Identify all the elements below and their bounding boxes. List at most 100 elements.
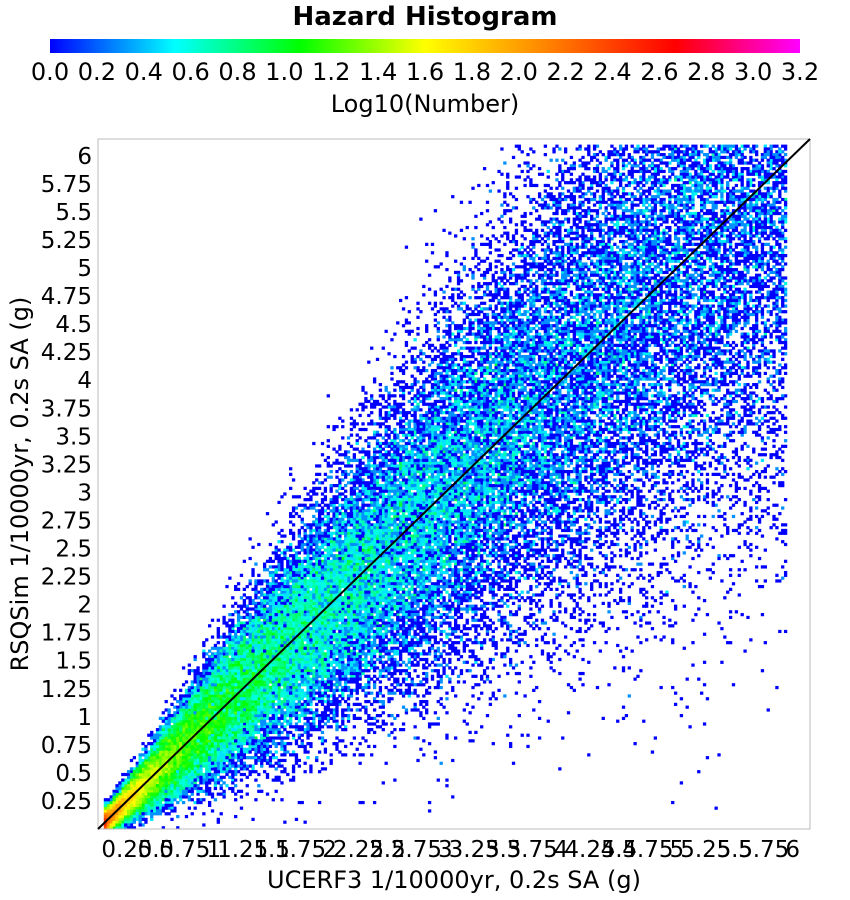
density-cell [239,666,244,670]
density-cell [604,584,608,589]
density-cell [595,346,600,350]
density-cell [286,671,290,676]
density-cell [422,461,426,465]
density-cell [503,225,507,230]
density-cell [187,697,192,701]
density-cell [323,618,328,622]
density-cell [653,282,658,286]
density-cell [618,495,623,499]
density-cell [225,714,229,718]
density-cell [346,436,351,440]
density-cell [549,534,553,538]
density-cell [271,629,275,634]
density-cell [561,411,565,415]
density-cell [265,657,270,662]
density-cell [708,425,712,429]
density-cell [549,192,553,196]
density-cell [700,321,704,325]
density-cell [173,767,177,771]
density-cell [422,596,426,600]
density-cell [355,554,359,558]
density-cell [361,478,365,482]
density-cell [286,601,290,606]
density-cell [682,506,686,510]
density-cell [193,750,197,754]
density-cell [144,803,148,807]
density-cell [624,343,629,347]
density-cell [488,411,493,415]
density-cell [245,719,249,723]
density-cell [714,340,718,345]
density-cell [251,680,255,684]
density-cell [734,371,739,376]
density-cell [598,335,603,339]
density-cell [578,548,582,552]
density-cell [216,778,220,782]
density-cell [150,764,154,768]
density-cell [161,742,165,746]
density-cell [161,775,165,779]
density-cell [665,408,669,412]
density-cell [601,419,605,423]
density-cell [427,467,432,471]
density-cell [647,301,652,305]
density-cell [772,181,776,185]
density-cell [459,444,464,448]
density-cell [647,416,652,420]
density-cell [280,688,284,692]
density-cell [746,242,750,246]
density-cell [358,627,362,631]
density-cell [572,203,576,207]
density-cell [242,688,247,692]
density-cell [349,590,354,594]
density-cell [731,153,736,157]
density-cell [497,315,501,319]
density-cell [621,321,626,325]
density-cell [537,413,542,418]
density-cell [346,705,351,709]
density-cell [503,537,507,541]
density-cell [413,537,417,541]
density-cell [752,225,756,230]
density-cell [702,203,707,207]
density-cell [277,671,281,676]
density-cell [526,427,530,432]
density-cell [355,514,359,519]
density-cell [535,380,539,384]
density-cell [289,562,293,566]
density-cell [404,464,409,468]
density-cell [387,714,391,718]
density-cell [682,391,686,395]
density-cell [202,744,206,749]
density-cell [262,669,267,673]
density-cell [621,223,626,227]
density-cell [508,385,513,390]
density-cell [236,663,241,667]
density-cell [176,736,180,740]
density-cell [581,307,585,311]
density-cell [740,200,744,204]
density-cell [309,562,313,566]
density-cell [471,610,475,614]
density-cell [494,338,498,342]
density-cell [135,803,139,807]
density-cell [448,461,452,465]
density-cell [714,167,718,171]
density-cell [552,436,556,440]
density-cell [396,528,400,533]
density-cell [621,352,626,356]
density-cell [711,495,715,499]
density-cell [254,742,258,746]
density-cell [381,509,385,513]
density-cell [720,284,724,289]
density-cell [312,613,316,617]
density-cell [448,405,452,409]
density-cell [152,789,157,793]
density-cell [393,495,397,499]
density-cell [581,282,585,286]
density-cell [401,498,406,502]
density-cell [199,781,203,785]
density-cell [604,447,608,451]
density-cell [338,641,342,645]
density-cell [549,197,553,202]
